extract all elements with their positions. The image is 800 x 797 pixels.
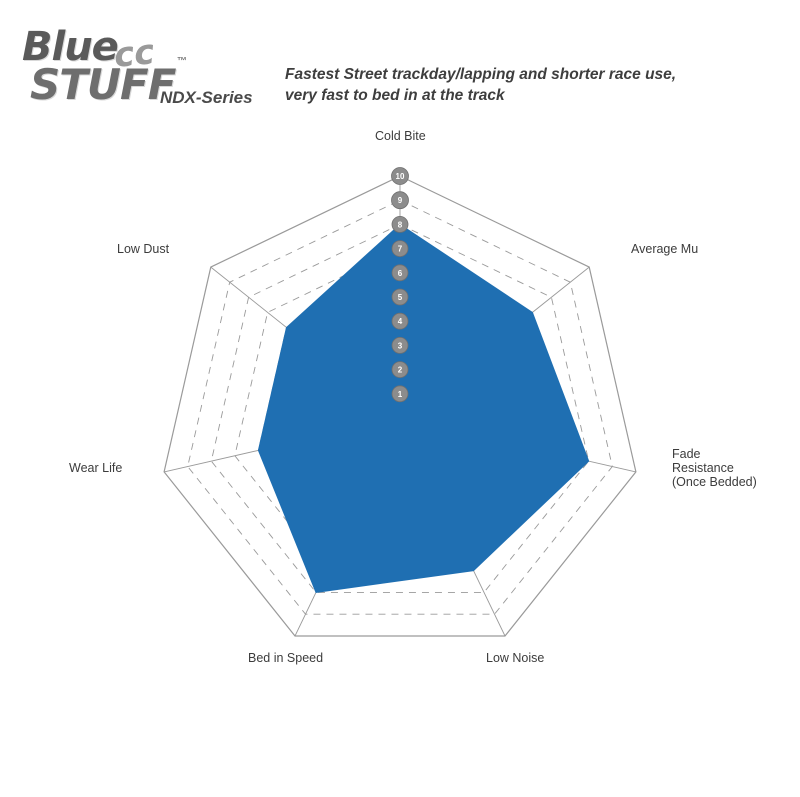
svg-text:9: 9 (398, 196, 403, 205)
radar-tick-2: 2 (391, 361, 409, 379)
svg-text:7: 7 (398, 245, 403, 254)
radar-tick-1: 1 (391, 385, 409, 403)
radar-series-polygon (257, 223, 590, 593)
axis-label-6: Low Dust (117, 242, 169, 256)
logo-stuff-text: STUFF (30, 60, 176, 109)
axis-label-1: Average Mu (631, 242, 698, 256)
axis-label-5: Wear Life (69, 461, 122, 475)
series-name: NDX-Series (160, 88, 253, 107)
svg-text:2: 2 (398, 366, 403, 375)
axis-label-line1: Wear Life (69, 461, 123, 475)
radar-ring-10 (163, 175, 637, 637)
headline-text: Fastest Street trackday/lapping and shor… (285, 66, 677, 104)
axis-label-line1: Low Noise (486, 651, 545, 665)
radar-svg: 1 2 3 4 5 6 7 8 9 10 (163, 167, 637, 637)
radar-tick-9: 9 (391, 191, 409, 210)
radar-ring-8 (210, 223, 590, 593)
axis-label-line1: Cold Bite (375, 129, 426, 143)
svg-text:10: 10 (396, 172, 405, 181)
radar-tick-7: 7 (391, 240, 409, 258)
radar-tick-5: 5 (391, 288, 409, 306)
logo-blue-text: Blue (22, 24, 119, 70)
axis-label-line1: Average Mu (631, 242, 699, 256)
axis-label-4: Bed in Speed (248, 651, 323, 665)
axis-label-line2: Resistance (672, 461, 734, 475)
bluestuff-logo: Blue cc ™ STUFF (22, 24, 192, 114)
radar-tick-6: 6 (391, 264, 409, 282)
axis-label-2: Fade Resistance (Once Bedded) (672, 447, 757, 489)
svg-text:3: 3 (398, 341, 403, 350)
radar-tick-markers: 1 2 3 4 5 6 7 8 9 10 (391, 167, 409, 403)
radar-tick-8: 8 (391, 216, 409, 233)
axis-label-line1: Fade (672, 447, 701, 461)
axis-label-line3: (Once Bedded) (672, 475, 757, 489)
axis-label-line1: Low Dust (117, 242, 170, 256)
radar-tick-10: 10 (391, 167, 409, 185)
svg-text:6: 6 (398, 269, 403, 278)
axis-label-0: Cold Bite (375, 129, 426, 143)
axis-label-line1: Bed in Speed (248, 651, 324, 665)
logo-trademark-icon: ™ (177, 56, 187, 67)
svg-text:4: 4 (398, 317, 403, 326)
svg-text:1: 1 (398, 390, 403, 399)
svg-text:8: 8 (398, 220, 403, 229)
radar-tick-3: 3 (391, 336, 409, 354)
svg-text:5: 5 (398, 293, 403, 302)
radar-tick-4: 4 (391, 312, 409, 330)
radar-chart: 1 2 3 4 5 6 7 8 9 10 Cold Bite Average Mu Fade Resis… (0, 120, 800, 790)
axis-label-3: Low Noise (486, 651, 544, 665)
